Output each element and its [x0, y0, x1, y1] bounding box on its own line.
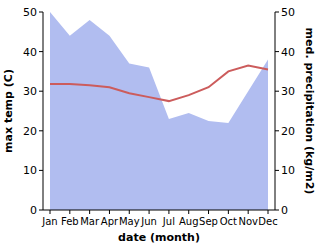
x-tick-label: Aug	[179, 216, 199, 227]
y2-tick-label: 50	[281, 6, 295, 19]
y-tick	[39, 130, 43, 131]
x-axis-label: date (month)	[118, 231, 200, 244]
y2-tick-label: 0	[281, 204, 288, 217]
right-axis	[275, 12, 276, 210]
left-axis	[43, 12, 44, 210]
x-tick	[168, 210, 169, 214]
y-tick-label: 30	[23, 85, 37, 98]
y2-tick	[275, 51, 279, 52]
x-tick-label: Jan	[41, 216, 57, 227]
x-tick	[188, 210, 189, 214]
x-tick	[149, 210, 150, 214]
y-tick-label: 10	[23, 164, 37, 177]
y-tick	[39, 91, 43, 92]
x-tick-label: Mar	[80, 216, 100, 227]
y2-axis-label: med. precipitation (kg/m2)	[303, 28, 316, 195]
x-tick-label: Oct	[220, 216, 237, 227]
x-tick	[248, 210, 249, 214]
y-tick	[39, 210, 43, 211]
y2-tick	[275, 12, 279, 13]
x-tick-label: Jun	[140, 216, 157, 227]
x-tick	[89, 210, 90, 214]
x-tick	[228, 210, 229, 214]
precipitation-area	[50, 12, 268, 210]
x-tick-label: Nov	[238, 216, 258, 227]
x-tick	[69, 210, 70, 214]
y2-tick-label: 10	[281, 164, 295, 177]
x-tick-label: Apr	[101, 216, 119, 227]
y-tick-label: 40	[23, 46, 37, 59]
y-tick-label: 20	[23, 125, 37, 138]
y-tick	[39, 170, 43, 171]
x-tick	[208, 210, 209, 214]
y2-tick-label: 30	[281, 85, 295, 98]
x-tick-label: Dec	[258, 216, 277, 227]
y2-tick	[275, 91, 279, 92]
y2-tick-label: 20	[281, 125, 295, 138]
y2-tick-label: 40	[281, 46, 295, 59]
y-tick-label: 50	[23, 6, 37, 19]
plot-area	[50, 12, 268, 210]
y-tick	[39, 12, 43, 13]
x-tick	[109, 210, 110, 214]
x-tick-label: May	[119, 216, 140, 227]
y-axis-label: max temp (C)	[2, 69, 15, 153]
x-tick	[129, 210, 130, 214]
y2-tick	[275, 210, 279, 211]
y-tick-label: 0	[30, 204, 37, 217]
y-tick	[39, 51, 43, 52]
bottom-axis	[43, 210, 275, 211]
y2-tick	[275, 170, 279, 171]
x-tick-label: Jul	[162, 216, 175, 227]
x-tick-label: Feb	[61, 216, 79, 227]
x-tick-label: Sep	[199, 216, 218, 227]
x-tick	[50, 210, 51, 214]
temperature-line	[50, 65, 268, 101]
y2-tick	[275, 130, 279, 131]
x-tick	[268, 210, 269, 214]
